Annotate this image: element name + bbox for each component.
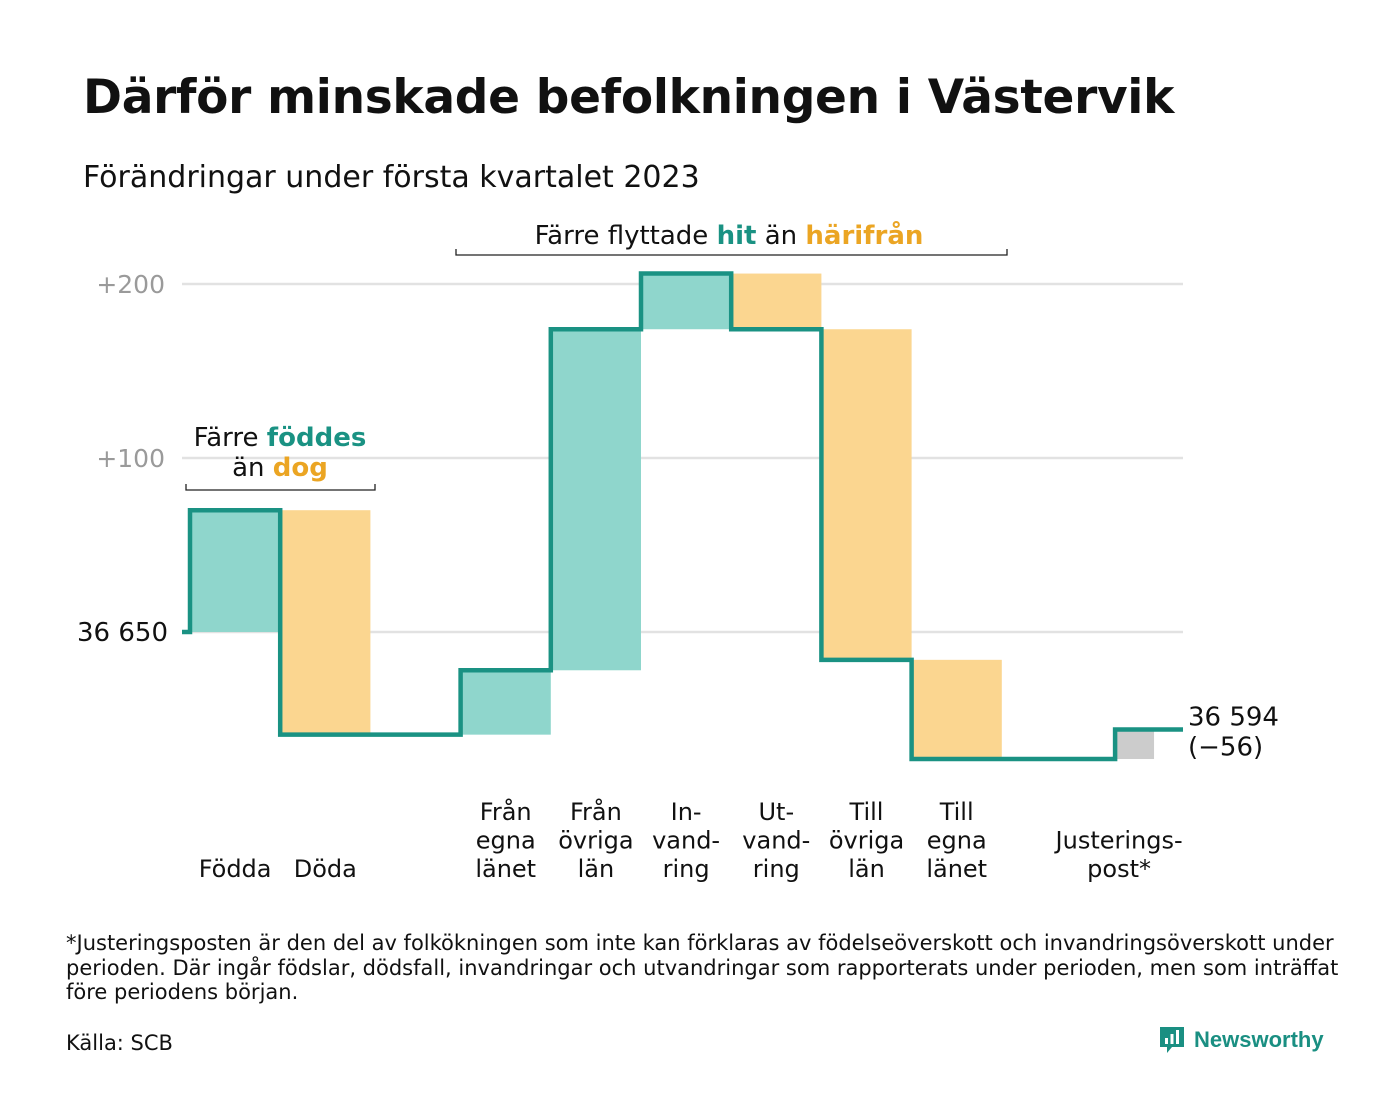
category-label: Döda xyxy=(294,855,357,883)
brand-logo: Newsworthy xyxy=(1158,1025,1324,1055)
waterfall-bar xyxy=(550,329,641,671)
category-label: Födda xyxy=(199,855,272,883)
annotation-births-line2: än dog xyxy=(232,453,328,483)
category-label: vand- xyxy=(652,827,720,855)
end-change-label: (−56) xyxy=(1188,732,1263,762)
category-label: Från xyxy=(480,797,532,826)
waterfall-bar xyxy=(460,670,551,735)
waterfall-bar xyxy=(911,659,1002,760)
waterfall-bar xyxy=(280,510,371,735)
annotation-highlight-died: dog xyxy=(273,453,328,483)
annotation-births-line1: Färre föddes xyxy=(194,423,367,453)
start-value-label: 36 650 xyxy=(77,618,168,648)
category-label: egna xyxy=(927,827,987,855)
annotation-text: Färre flyttade xyxy=(535,221,717,251)
end-value-label: 36 594 xyxy=(1188,702,1279,732)
category-label: Från xyxy=(570,797,622,826)
y-tick-label: +100 xyxy=(96,444,165,473)
category-label: Ut- xyxy=(758,798,794,826)
category-label: länet xyxy=(926,855,987,883)
category-label: post* xyxy=(1087,855,1151,883)
population-step-line xyxy=(182,271,1183,762)
category-label: vand- xyxy=(742,827,810,855)
chart-title: Därför minskade befolkningen i Västervik xyxy=(83,70,1175,125)
annotation-highlight-harifran: härifrån xyxy=(805,219,923,251)
annotation-highlight-hit: hit xyxy=(717,221,757,251)
annotation-text: än xyxy=(756,221,805,251)
category-label: Till xyxy=(849,798,884,826)
waterfall-bar xyxy=(641,273,732,330)
waterfall-bar xyxy=(821,329,912,660)
category-label: ring xyxy=(753,855,800,883)
annotation-text: än xyxy=(232,453,273,483)
waterfall-bar xyxy=(731,273,822,330)
footnote: *Justeringsposten är den del av folkökni… xyxy=(66,931,1339,1004)
newsworthy-logo-icon xyxy=(1160,1027,1184,1053)
annotation-migration: Färre flyttade hit än härifrån xyxy=(535,219,924,251)
annotation-bracket-migration xyxy=(455,249,1008,256)
category-label: egna xyxy=(476,827,536,855)
category-label: In- xyxy=(671,798,702,826)
waterfall-bar xyxy=(190,510,281,632)
annotation-highlight-born: föddes xyxy=(267,423,367,453)
category-label: län xyxy=(578,855,615,883)
waterfall-bar xyxy=(1116,729,1155,760)
category-label: länet xyxy=(475,855,536,883)
category-label: övriga xyxy=(558,827,633,855)
source-note: Källa: SCB xyxy=(66,1031,173,1055)
category-label: län xyxy=(848,855,885,883)
annotation-bracket-births xyxy=(185,484,376,491)
category-label: Justerings- xyxy=(1054,827,1183,855)
category-label: övriga xyxy=(829,827,904,855)
annotation-text: Färre xyxy=(194,423,267,453)
brand-name: Newsworthy xyxy=(1194,1027,1324,1052)
y-tick-label: +200 xyxy=(96,270,165,299)
category-label: ring xyxy=(663,855,710,883)
chart-subtitle: Förändringar under första kvartalet 2023 xyxy=(83,160,700,195)
category-label: Till xyxy=(939,798,974,826)
